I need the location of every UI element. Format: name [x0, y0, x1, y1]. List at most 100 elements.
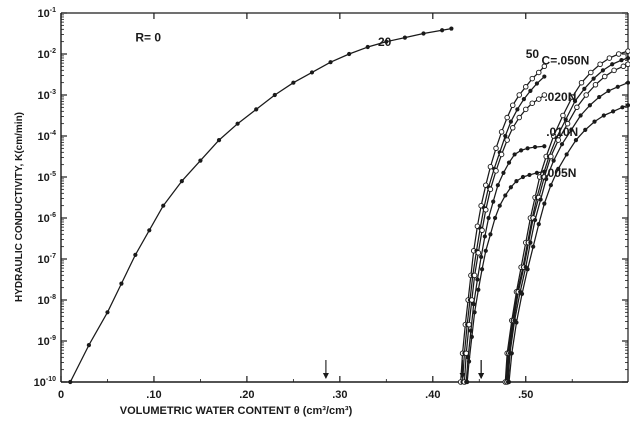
data-point: [548, 183, 553, 188]
data-point: [519, 148, 524, 153]
arrow-head: [459, 373, 466, 379]
data-point: [508, 185, 513, 190]
data-point: [509, 351, 514, 356]
data-point: [475, 250, 482, 256]
axis-ticks: 10-1010-910-810-710-610-510-410-310-210-…: [34, 7, 628, 401]
annotation-label: 50: [526, 47, 540, 61]
data-point: [503, 133, 508, 139]
arrow-layer: [322, 360, 485, 379]
data-point: [493, 168, 499, 174]
data-point: [542, 74, 547, 79]
data-point: [527, 172, 532, 178]
data-point: [479, 267, 485, 272]
y-tick-label: 10-3: [38, 89, 57, 102]
data-point: [523, 84, 529, 90]
x-tick-label: .20: [239, 389, 254, 401]
data-point: [516, 92, 522, 98]
data-point: [466, 359, 472, 364]
data-point: [606, 88, 611, 93]
data-point: [611, 109, 616, 114]
y-axis-label: HYDRAULIC CONDUCTIVITY, K(cm/min): [14, 112, 25, 302]
data-point: [582, 86, 587, 91]
data-point: [525, 146, 530, 151]
data-point: [479, 227, 485, 234]
data-point: [569, 94, 575, 100]
x-tick-label: .40: [425, 389, 440, 401]
data-point: [504, 114, 510, 121]
series-r50: [465, 169, 547, 385]
data-point: [597, 94, 602, 100]
data-point: [541, 92, 548, 98]
data-point: [495, 183, 500, 188]
data-point: [491, 199, 496, 204]
data-point: [574, 104, 580, 111]
data-point: [498, 151, 505, 158]
data-point: [482, 234, 487, 239]
data-point: [504, 137, 510, 143]
data-point: [606, 55, 613, 61]
data-point: [532, 144, 538, 150]
data-point: [602, 73, 608, 80]
data-point: [542, 201, 547, 206]
data-point: [501, 170, 506, 175]
data-point: [532, 217, 538, 223]
data-point: [538, 197, 543, 202]
data-point: [486, 215, 491, 221]
annotation-label: .010N: [546, 125, 578, 139]
data-point: [542, 169, 547, 174]
data-point: [479, 254, 484, 260]
data-point: [235, 121, 240, 126]
annotation-label: .005N: [544, 166, 576, 180]
data-point: [536, 96, 542, 102]
data-point: [498, 129, 505, 135]
data-point: [610, 62, 615, 67]
data-point: [592, 119, 597, 124]
data-point: [611, 67, 617, 74]
data-point: [254, 107, 259, 112]
y-tick-label: 10-9: [38, 335, 57, 348]
data-point: [528, 88, 533, 93]
data-point: [514, 179, 519, 184]
data-point: [569, 127, 574, 132]
x-tick-label: 0: [58, 389, 64, 401]
data-point: [597, 61, 603, 68]
x-tick-label: .30: [332, 389, 347, 401]
data-point: [483, 248, 488, 253]
data-point: [529, 75, 536, 82]
data-point: [591, 76, 596, 81]
data-point: [578, 113, 583, 118]
x-tick-label: .10: [146, 389, 161, 401]
data-point: [563, 117, 568, 122]
data-point: [521, 97, 526, 102]
y-tick-label: 10-7: [38, 253, 57, 266]
arrow-head: [478, 373, 485, 379]
data-point: [497, 203, 502, 208]
data-point: [620, 105, 625, 110]
data-point: [365, 44, 370, 50]
data-point: [384, 39, 389, 44]
data-point: [272, 92, 277, 98]
data-point: [516, 114, 522, 121]
data-point: [587, 103, 592, 108]
data-point: [559, 142, 565, 147]
data-point: [471, 302, 476, 307]
data-point: [601, 113, 606, 118]
data-point: [119, 281, 124, 286]
data-point: [509, 125, 516, 131]
data-point: [105, 310, 110, 315]
data-point: [523, 106, 529, 113]
data-point: [509, 102, 516, 108]
annotation-label: 20: [378, 35, 392, 49]
data-point: [492, 215, 498, 221]
annotation-label: .020N: [544, 90, 576, 104]
data-point: [465, 379, 470, 385]
data-point: [471, 272, 478, 279]
data-point: [198, 158, 203, 163]
series-layer: [68, 26, 630, 385]
data-point: [514, 320, 519, 325]
data-point: [619, 58, 624, 63]
data-point: [291, 80, 296, 85]
data-point: [86, 343, 91, 348]
data-point: [551, 158, 556, 163]
